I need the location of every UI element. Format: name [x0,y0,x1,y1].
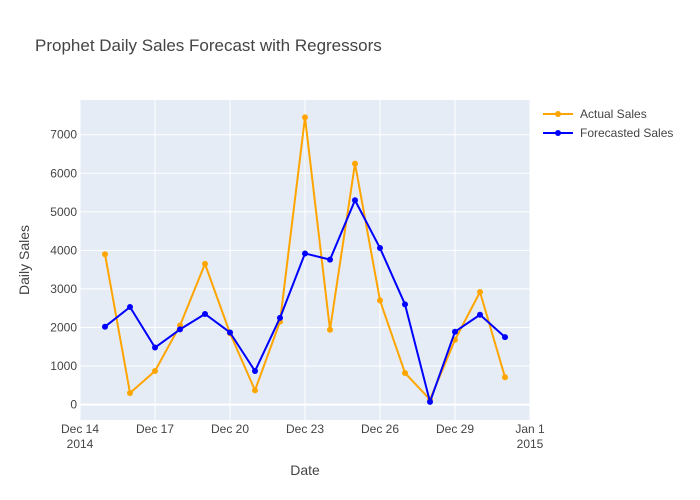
actual-sales-point[interactable] [327,326,333,333]
actual-sales-point[interactable] [352,160,358,167]
x-tick-label: Dec 14 [61,422,99,436]
y-tick-label: 3000 [50,282,77,296]
legend-item-forecast[interactable]: Forecasted Sales [543,126,673,140]
actual-sales-point[interactable] [402,369,408,376]
forecasted-sales-point[interactable] [502,334,508,341]
x-axis-title: Date [290,462,320,478]
actual-sales-point[interactable] [502,374,508,381]
y-tick-label: 2000 [50,320,77,334]
y-tick-label: 5000 [50,205,77,219]
actual-sales-point[interactable] [127,390,133,397]
actual-sales-point[interactable] [202,260,208,267]
legend-marker-actual [555,111,561,117]
x-tick-year-label: 2015 [517,437,544,451]
forecasted-sales-point[interactable] [377,245,383,252]
actual-sales-point[interactable] [477,289,483,295]
y-axis-ticks: 0 1000 2000 3000 4000 5000 6000 7000 [50,128,77,412]
x-tick-label: Dec 26 [361,422,399,436]
series-layer [102,114,508,405]
legend-item-actual[interactable]: Actual Sales [543,107,647,121]
x-tick-year-label: 2014 [67,437,94,451]
y-tick-label: 7000 [50,128,77,142]
forecasted-sales-point[interactable] [477,311,483,318]
forecasted-sales-point[interactable] [202,310,208,317]
forecasted-sales-point[interactable] [252,368,258,375]
actual-sales-point[interactable] [252,387,258,394]
forecasted-sales-point[interactable] [352,197,358,204]
forecasted-sales-point[interactable] [102,323,108,330]
gridlines [79,100,531,420]
y-tick-label: 6000 [50,166,77,180]
actual-sales-point[interactable] [152,368,158,375]
legend-marker-forecast [555,130,561,136]
x-tick-label: Dec 17 [136,422,174,436]
x-tick-label: Dec 20 [211,422,249,436]
forecasted-sales-point[interactable] [427,398,433,405]
x-tick-label: Dec 29 [436,422,474,436]
actual-sales-point[interactable] [302,114,308,121]
y-tick-label: 0 [70,398,77,412]
forecasted-sales-point[interactable] [302,250,308,257]
actual-sales-point[interactable] [377,297,383,304]
forecasted-sales-point[interactable] [127,304,133,311]
forecasted-sales-point[interactable] [152,344,158,351]
actual-sales-point[interactable] [102,251,108,258]
forecasted-sales-point[interactable] [452,328,458,335]
chart-title: Prophet Daily Sales Forecast with Regres… [35,36,382,55]
legend-label-actual: Actual Sales [580,107,647,121]
x-tick-label: Jan 1 [515,422,545,436]
forecasted-sales-point[interactable] [327,256,333,263]
forecasted-sales-point[interactable] [177,326,183,333]
legend-label-forecast: Forecasted Sales [580,126,673,140]
legend[interactable]: Actual Sales Forecasted Sales [543,107,673,140]
y-tick-label: 1000 [50,359,77,373]
y-tick-label: 4000 [50,243,77,257]
y-axis-title: Daily Sales [16,225,32,295]
forecasted-sales-point[interactable] [277,314,283,321]
forecasted-sales-point[interactable] [402,301,408,308]
x-tick-label: Dec 23 [286,422,324,436]
forecasted-sales-point[interactable] [227,329,233,336]
